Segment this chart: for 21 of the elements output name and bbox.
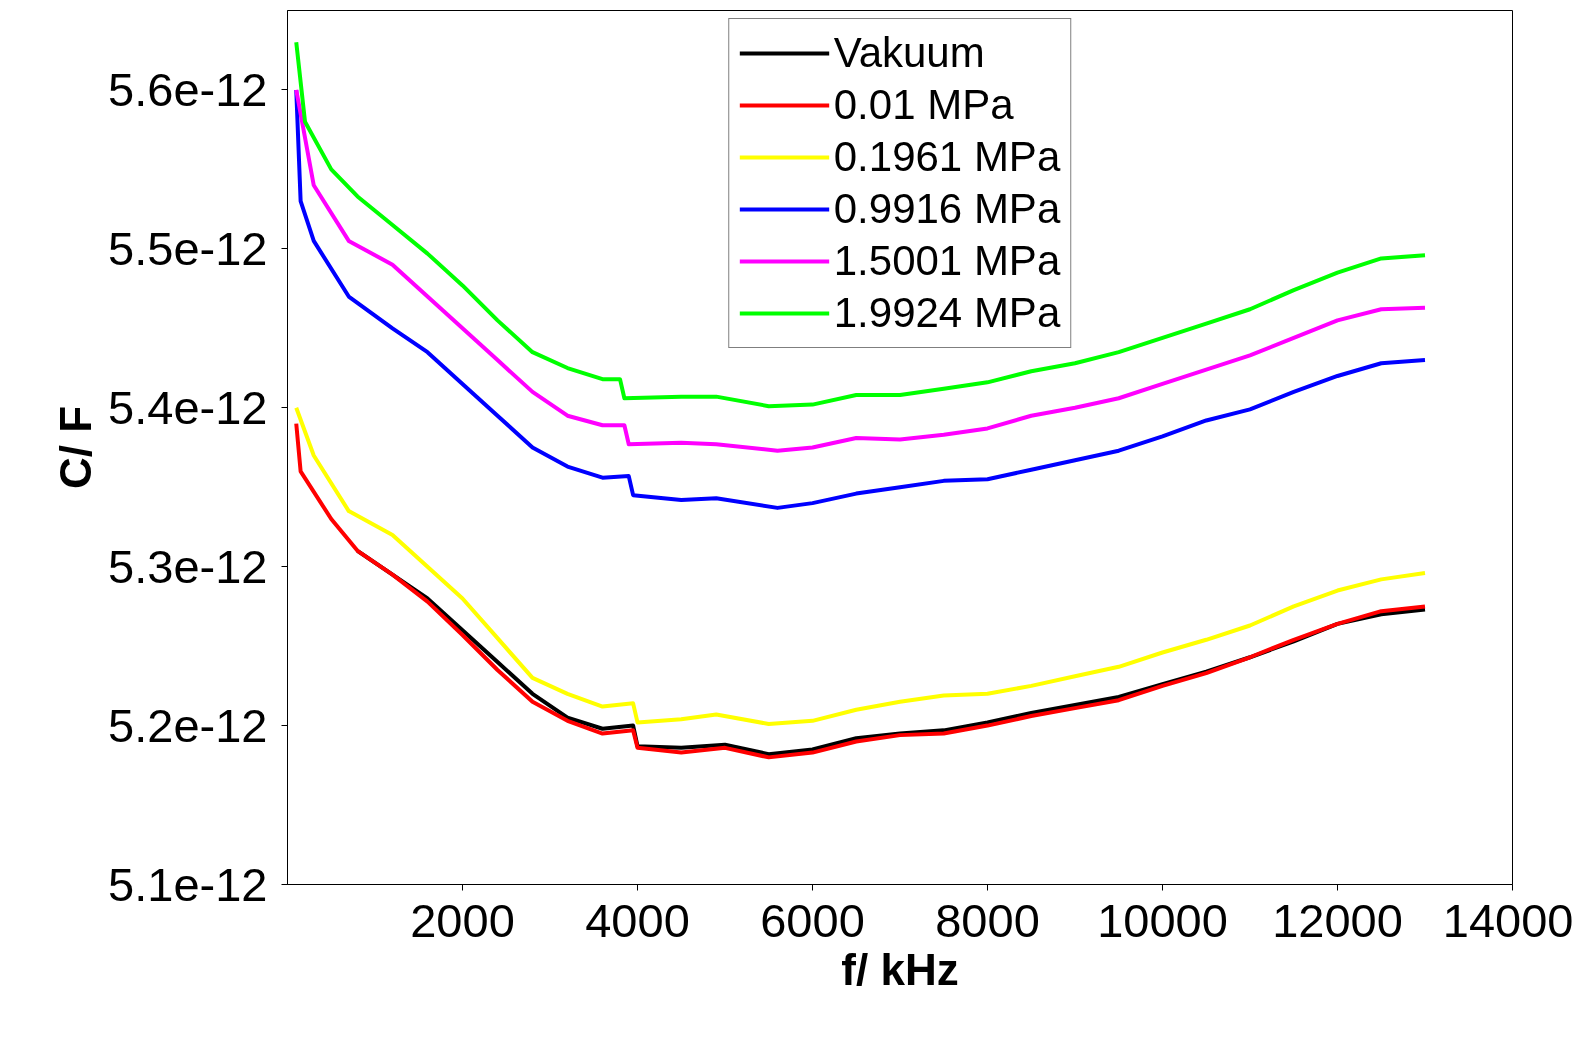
y-tick-label: 5.5e-12 bbox=[108, 221, 268, 275]
y-tick-label: 5.2e-12 bbox=[108, 698, 268, 752]
x-tick-label: 10000 bbox=[1097, 893, 1228, 947]
x-tick-label: 4000 bbox=[585, 893, 690, 947]
y-axis-title: C/ F bbox=[51, 405, 101, 490]
legend-label: 0.1961 MPa bbox=[833, 133, 1061, 181]
legend-label: 0.9916 MPa bbox=[833, 185, 1061, 233]
legend-label: 1.5001 MPa bbox=[833, 237, 1061, 285]
legend-label: 0.01 MPa bbox=[833, 81, 1014, 129]
y-tick-label: 5.3e-12 bbox=[108, 539, 268, 593]
x-tick-label: 8000 bbox=[935, 893, 1040, 947]
legend-label: Vakuum bbox=[833, 29, 985, 77]
y-tick-label: 5.1e-12 bbox=[108, 857, 268, 911]
y-tick-label: 5.4e-12 bbox=[108, 380, 268, 434]
x-axis-title: f/ kHz bbox=[841, 944, 959, 994]
x-tick-label: 6000 bbox=[760, 893, 865, 947]
y-tick-label: 5.6e-12 bbox=[108, 62, 268, 116]
legend-label: 1.9924 MPa bbox=[833, 289, 1061, 337]
x-tick-label: 14000 bbox=[1442, 893, 1573, 947]
x-tick-label: 12000 bbox=[1272, 893, 1403, 947]
x-tick-label: 2000 bbox=[410, 893, 515, 947]
